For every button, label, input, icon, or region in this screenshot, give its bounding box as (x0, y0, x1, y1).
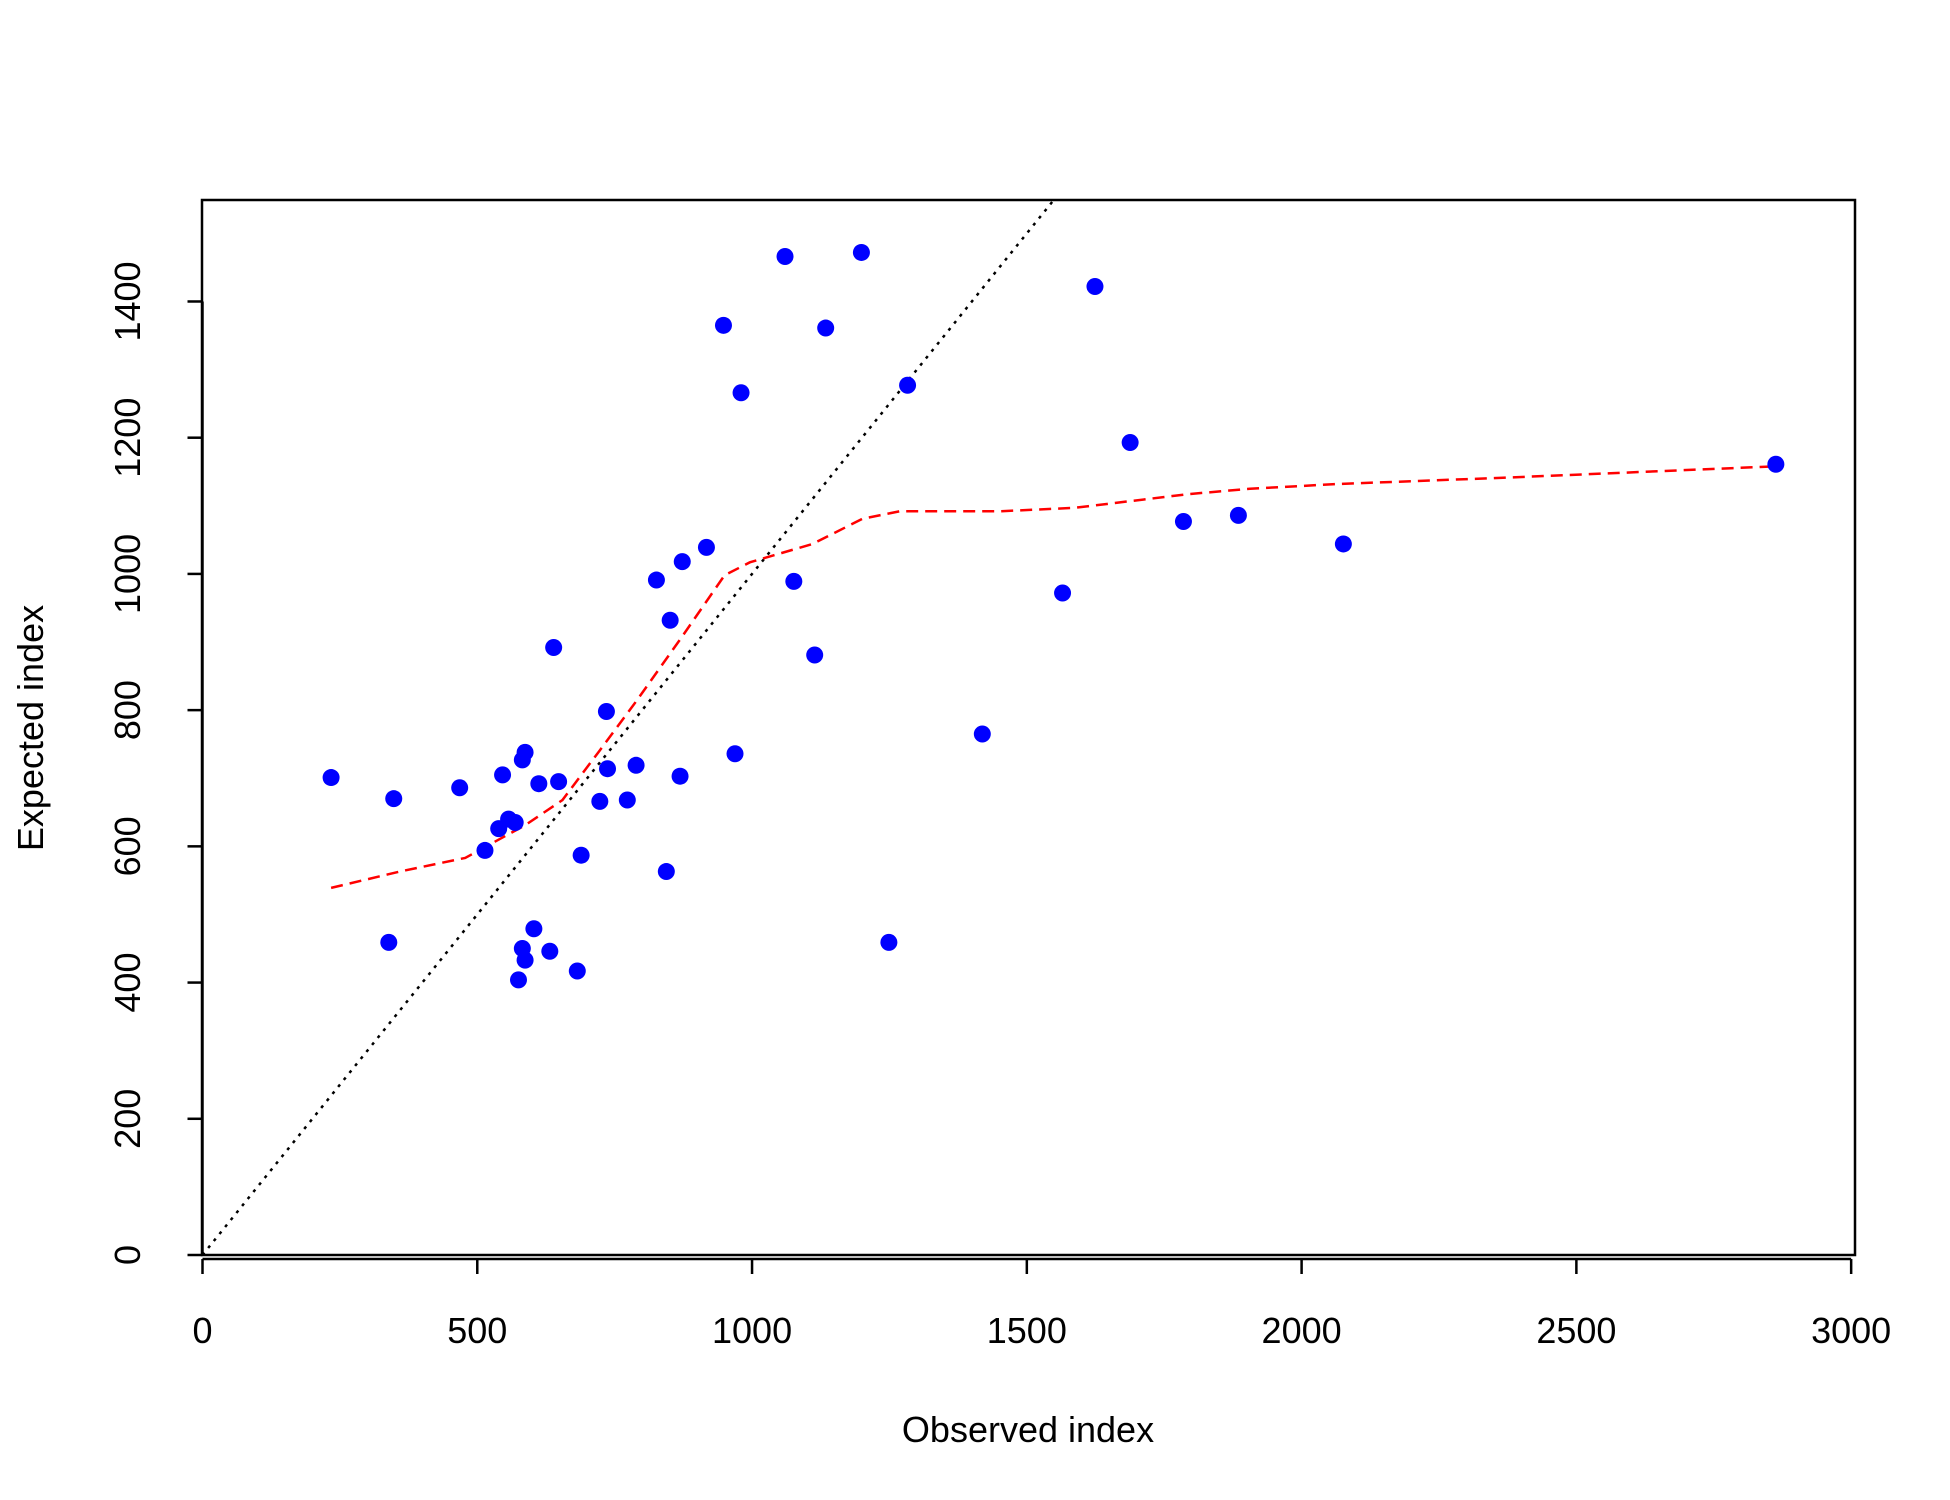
data-point (509, 971, 527, 989)
data-point (1334, 535, 1352, 553)
data-point (545, 638, 563, 656)
x-tick-label: 1500 (987, 1310, 1067, 1351)
data-point (627, 756, 645, 774)
x-tick-label: 3000 (1811, 1310, 1891, 1351)
data-point (661, 611, 679, 629)
data-point (380, 933, 398, 951)
data-point (1174, 512, 1192, 530)
data-point (476, 841, 494, 859)
data-point (525, 920, 543, 938)
y-tick-label: 1200 (107, 398, 148, 478)
data-point (1121, 433, 1139, 451)
y-tick-label: 1000 (107, 534, 148, 614)
data-point (1054, 584, 1072, 602)
data-point (572, 846, 590, 864)
data-point (550, 773, 568, 791)
data-point (973, 725, 991, 743)
data-point (599, 760, 617, 778)
data-point (714, 316, 732, 334)
data-point (852, 243, 870, 261)
x-axis-label: Observed index (902, 1409, 1154, 1450)
data-point (657, 863, 675, 881)
x-tick-label: 500 (447, 1310, 507, 1351)
data-point (322, 769, 340, 787)
smooth-line (330, 465, 1776, 890)
data-point (385, 790, 403, 808)
data-point (591, 792, 609, 810)
data-point (1086, 277, 1104, 295)
data-point (541, 942, 559, 960)
plot-frame (200, 198, 1857, 1257)
data-point (568, 962, 586, 980)
y-tick-label: 600 (107, 816, 148, 876)
data-point (785, 572, 803, 590)
data-point (1767, 455, 1785, 473)
y-tick-label: 0 (107, 1245, 148, 1265)
plot-area (202, 200, 1785, 1255)
y-axis-label: Expected index (10, 605, 51, 851)
data-point (697, 538, 715, 556)
data-point (732, 384, 750, 402)
x-tick-label: 2000 (1262, 1310, 1342, 1351)
data-point (516, 743, 534, 761)
data-point (1229, 506, 1247, 524)
data-point (618, 791, 636, 809)
data-point (494, 766, 512, 784)
data-point (506, 814, 524, 832)
data-point (451, 779, 469, 797)
y-tick-label: 800 (107, 680, 148, 740)
data-point (880, 933, 898, 951)
data-point (899, 376, 917, 394)
data-point (673, 553, 691, 571)
data-point (776, 248, 794, 266)
y-tick-label: 1400 (107, 261, 148, 341)
data-point (516, 951, 534, 969)
x-tick-label: 1000 (712, 1310, 792, 1351)
x-tick-label: 0 (192, 1310, 212, 1351)
data-point (817, 319, 835, 337)
x-tick-label: 2500 (1536, 1310, 1616, 1351)
data-point (726, 745, 744, 763)
y-tick-label: 200 (107, 1089, 148, 1149)
data-point (647, 571, 665, 589)
y-tick-label: 400 (107, 953, 148, 1013)
data-point (806, 646, 824, 664)
data-point (597, 702, 615, 720)
data-point (671, 767, 689, 785)
data-point (530, 775, 548, 793)
reference-line (202, 200, 1056, 1255)
